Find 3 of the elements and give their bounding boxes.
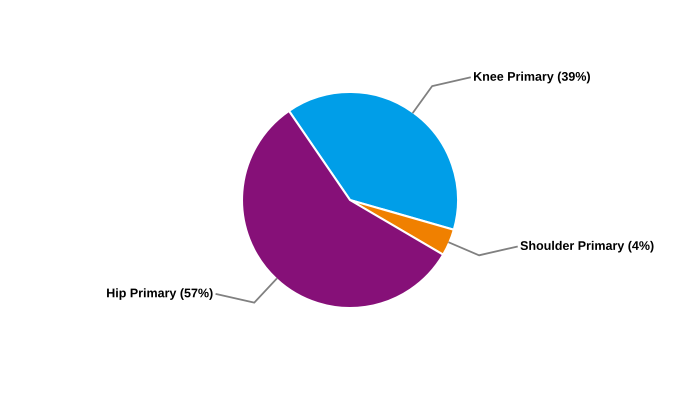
slice-label: Hip Primary (57%) <box>107 288 213 300</box>
slice-label: Shoulder Primary (4%) <box>520 240 654 252</box>
slice-label: Knee Primary (39%) <box>474 72 590 84</box>
